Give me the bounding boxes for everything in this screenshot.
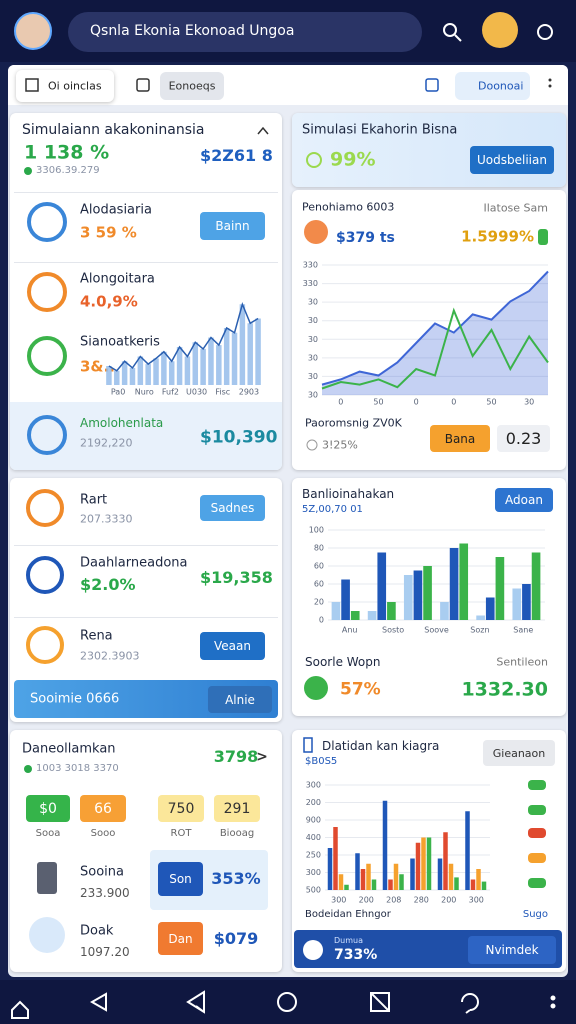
label: Ilatose Sam [483,201,548,215]
button[interactable]: Dan [158,922,203,955]
label: Rena [80,628,113,644]
label: Eonoeqs [168,79,216,93]
tab [455,72,530,100]
label: Sianoatkeris [80,334,160,350]
label: 2192,220 [80,436,133,450]
label: 207.3330 [80,512,133,526]
label: Alongoitara [80,271,155,287]
label: 233.900 [80,886,130,900]
label: $B0S5 [305,756,338,767]
label: $079 [213,928,259,948]
label: Simulaiann akakoninansia [22,122,205,138]
button[interactable]: Uodsbeliian [470,146,554,174]
button[interactable]: Gieanaon [483,740,555,766]
label: Dlatidan kan kiagra [322,739,440,753]
label: > [256,749,268,765]
button[interactable]: Veaan [200,632,265,660]
button[interactable]: $0 [26,795,70,822]
label: Banlioinahakan [302,487,395,501]
divider [14,192,278,193]
label: Doonoai [478,79,524,93]
label: 1003 3018 3370 [36,763,119,774]
label: 3&.. [80,357,115,376]
label: 733% [334,947,378,963]
label: Sooina [80,864,124,880]
bottom-nav [0,980,576,1024]
divider [14,545,278,546]
label: $379 ts [336,230,395,246]
label: Rart [80,492,108,508]
label: 3!25% [322,438,358,452]
label: 3798 [213,747,259,766]
button[interactable]: 0.23 [497,425,550,452]
label: 2302.3903 [80,649,140,663]
label: 1 138 % [24,141,110,164]
label: Sentileon [496,655,548,669]
button[interactable]: 291 [214,795,260,822]
label: Oi oinclas [48,79,102,93]
button[interactable]: Bainn [200,212,265,240]
label: Doak [80,923,114,939]
label: 5Z,00,70 01 [302,504,363,515]
divider [14,617,278,618]
label: 353% [211,869,261,888]
avatar [14,12,52,50]
label: Sooimie 0666 [30,691,120,707]
label: Dumua [334,936,363,945]
button[interactable]: Son [158,862,203,896]
label: 1.5999% [461,227,534,246]
tab [160,72,224,100]
label: Biooag [219,828,255,839]
label: $19,358 [200,568,273,587]
label: Sooa [35,828,61,839]
button[interactable]: Adoan [495,488,553,512]
label: $2Z61 8 [200,146,273,165]
label: 1097.20 [80,945,130,959]
label: Sugo [522,909,548,920]
label: 3 59 % [80,223,137,242]
label: $2.0% [80,575,136,594]
label: Daneollamkan [22,741,116,757]
label: 3306.39.279 [36,165,100,176]
label: Soorle Wopn [305,655,381,669]
label: 4.0,9% [80,292,138,311]
label: Penohiamo 6003 [302,200,395,214]
label: 99% [330,148,376,171]
label: Alodasiaria [80,202,152,218]
profile-avatar [482,12,518,48]
divider [14,262,278,263]
label: 1332.30 [461,678,548,701]
label: Qsnla Ekonia Ekonoad Ungoa [90,23,295,39]
button[interactable]: 66 [80,795,126,822]
label: Simulasi Ekahorin Bisna [302,122,458,138]
button[interactable]: Nvimdek [468,936,556,964]
label: Daahlarneadona [80,555,188,571]
search-field [68,12,422,52]
button[interactable]: Alnie [208,686,272,713]
label: Bodeidan Ehngor [305,909,391,920]
label: Amolohenlata [80,416,164,430]
button[interactable]: Sadnes [200,495,265,521]
label: $10,390 [200,427,278,448]
label: Paoromsnig ZV0K [305,416,402,430]
label: Sooo [90,828,116,839]
button[interactable]: Bana [430,425,490,452]
label: ROT [170,828,192,839]
button[interactable]: 750 [158,795,204,822]
label: 57% [340,679,381,700]
